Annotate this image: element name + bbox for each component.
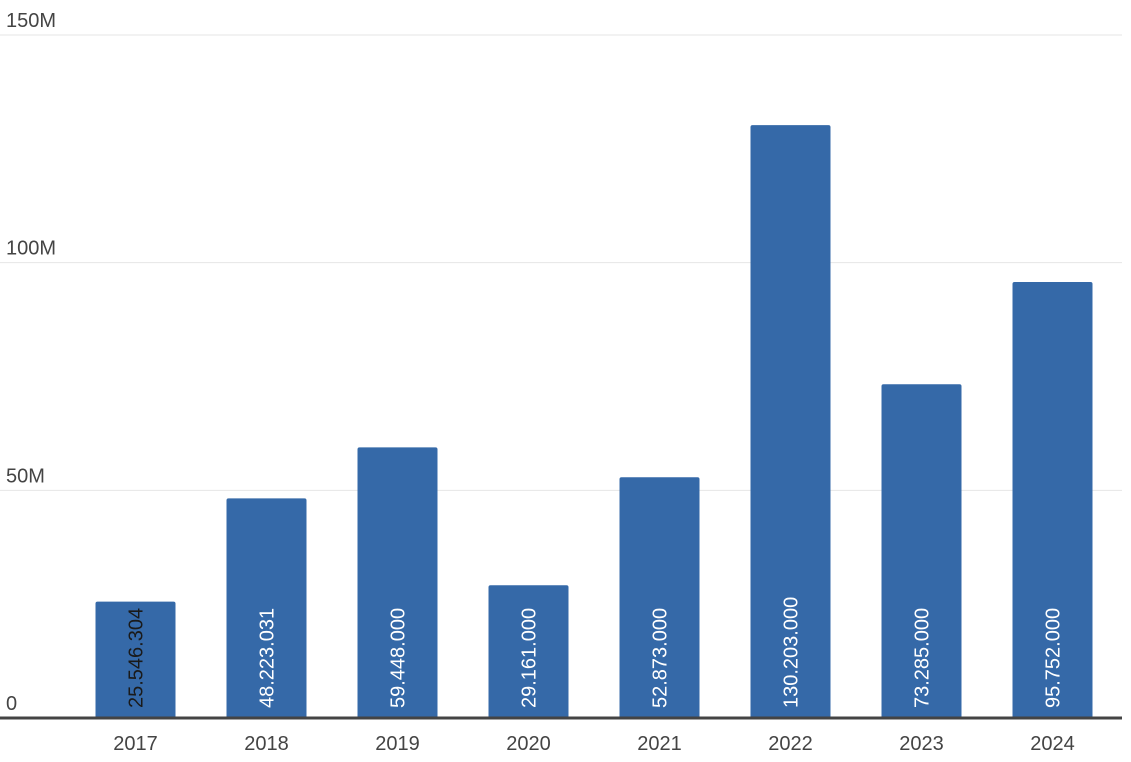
bar-value-label: 29.161.000	[519, 608, 541, 708]
bar	[881, 384, 962, 718]
bar-value-label: 73.285.000	[912, 608, 934, 708]
bar	[357, 447, 438, 718]
bar-value-labels: 25.546.304 48.223.031 59.448.000 29.161.000…	[126, 597, 1065, 708]
bar-value-label: 59.448.000	[388, 608, 410, 708]
y-tick-label: 150M	[6, 10, 56, 32]
bar	[619, 477, 700, 718]
x-tick-label: 2020	[506, 733, 551, 755]
bar-value-label: 25.546.304	[126, 608, 148, 708]
bar	[95, 601, 176, 718]
x-tick-label: 2023	[899, 733, 944, 755]
bar-value-label: 52.873.000	[650, 608, 672, 708]
y-tick-label: 0	[6, 693, 17, 715]
x-tick-label: 2018	[244, 733, 289, 755]
y-tick-label: 50M	[6, 465, 45, 487]
bar-value-label: 95.752.000	[1043, 608, 1065, 708]
y-tick-label: 100M	[6, 238, 56, 260]
x-tick-label: 2022	[768, 733, 813, 755]
bar	[750, 125, 831, 719]
x-tick-label: 2021	[637, 733, 682, 755]
x-axis-ticks: 2017 2018 2019 2020 2021 2022 2023 2024	[113, 733, 1075, 755]
x-tick-label: 2024	[1030, 733, 1075, 755]
bar-value-label: 48.223.031	[257, 608, 279, 708]
bar	[1012, 282, 1093, 718]
bar	[488, 585, 569, 718]
bar	[226, 498, 307, 718]
y-axis-ticks: 0 50M 100M 150M	[6, 10, 56, 715]
x-tick-label: 2017	[113, 733, 158, 755]
x-tick-label: 2019	[375, 733, 420, 755]
bars	[95, 125, 1093, 719]
bar-value-label: 130.203.000	[781, 597, 803, 708]
